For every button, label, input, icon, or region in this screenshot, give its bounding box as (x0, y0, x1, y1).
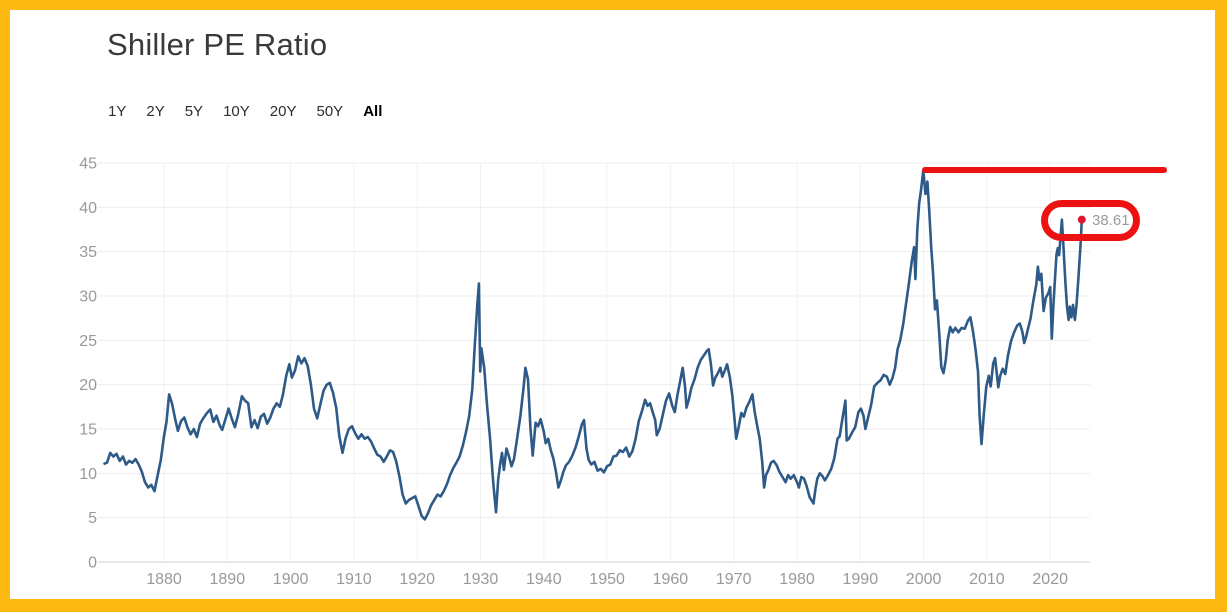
y-axis-tick-label: 0 (88, 555, 97, 572)
y-axis-tick-label: 5 (88, 510, 97, 527)
range-button-20y[interactable]: 20Y (269, 103, 297, 120)
last-value-label: 38.61 (1092, 212, 1130, 229)
y-axis-tick-label: 45 (79, 156, 97, 173)
x-axis-tick-label: 2000 (906, 571, 942, 588)
y-axis-tick-label: 30 (79, 289, 97, 306)
x-axis-tick-label: 1920 (399, 571, 435, 588)
annotation-peak-line (922, 167, 1167, 173)
y-axis-tick-label: 25 (79, 333, 97, 350)
range-selector: 1Y 2Y 5Y 10Y 20Y 50Y All (108, 103, 382, 121)
range-button-1y[interactable]: 1Y (108, 103, 127, 120)
x-axis-tick-label: 1930 (463, 571, 499, 588)
y-axis-tick-label: 15 (79, 422, 97, 439)
x-axis-tick-label: 1890 (210, 571, 246, 588)
y-axis-tick-label: 20 (79, 377, 97, 394)
x-axis-tick-label: 1900 (273, 571, 309, 588)
last-value-marker-dot (1077, 215, 1086, 224)
y-axis-tick-label: 40 (79, 200, 97, 217)
range-button-5y[interactable]: 5Y (184, 103, 204, 120)
x-axis-tick-label: 1910 (336, 571, 372, 588)
range-button-all[interactable]: All (363, 103, 383, 120)
range-button-10y[interactable]: 10Y (223, 103, 250, 120)
x-axis-tick-label: 1980 (779, 571, 815, 588)
x-axis-tick-label: 1940 (526, 571, 562, 588)
range-button-50y[interactable]: 50Y (316, 103, 344, 120)
x-axis-tick-label: 1960 (653, 571, 689, 588)
y-axis-tick-label: 35 (79, 244, 97, 261)
x-axis-tick-label: 1880 (146, 571, 182, 588)
range-button-2y[interactable]: 2Y (146, 103, 165, 120)
x-axis-tick-label: 2020 (1032, 571, 1068, 588)
annotation-highlight-box (1041, 200, 1140, 241)
page-title: Shiller PE Ratio (107, 27, 328, 62)
pe-ratio-line (103, 168, 1084, 521)
x-axis-tick-label: 1970 (716, 571, 752, 588)
x-axis-tick-label: 1990 (843, 571, 879, 588)
x-axis-tick-label: 1950 (589, 571, 625, 588)
x-axis-tick-label: 2010 (969, 571, 1005, 588)
y-axis-tick-label: 10 (79, 466, 97, 483)
